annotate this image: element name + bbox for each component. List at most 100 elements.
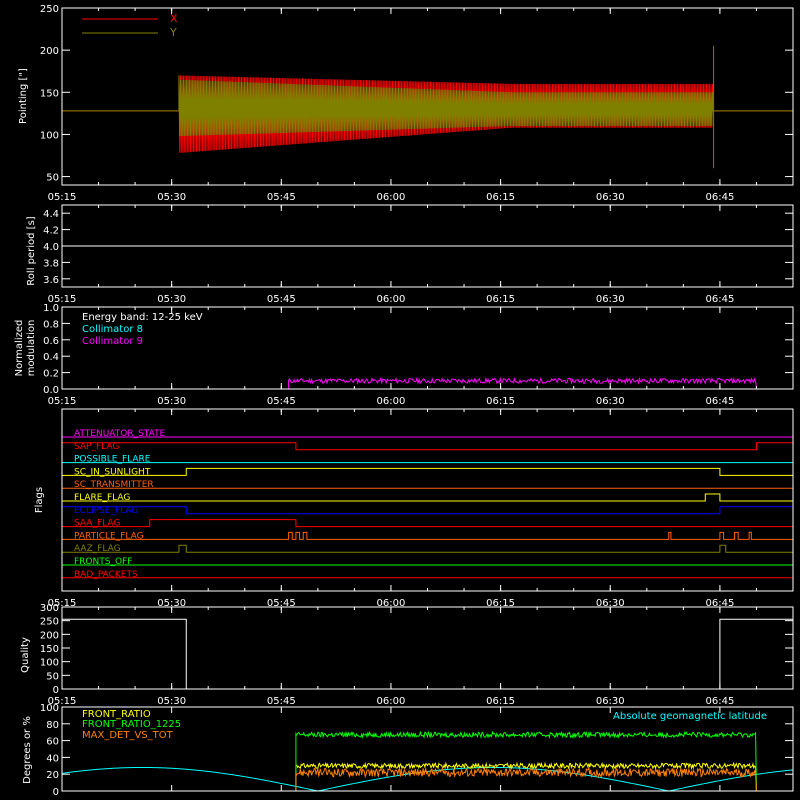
collimator9-legend: Collimator 9 xyxy=(82,336,143,347)
y-tick-label: 150 xyxy=(40,88,59,99)
x-tick-label: 05:30 xyxy=(157,192,186,203)
geomag-lat-legend: Absolute geomagnetic latitude xyxy=(613,711,767,722)
modulation-ylabel-line2: modulation xyxy=(26,320,37,377)
y-tick-label: 0 xyxy=(53,685,59,696)
flags-x-ticks: 05:15 05:30 05:45 06:00 06:15 06:30 06:45 xyxy=(48,409,794,609)
roll-panel: 3.6 3.8 4.0 4.2 4.4 05:15 05:30 05:45 06:00 06:1… xyxy=(26,204,794,305)
x-tick-label: 06:15 xyxy=(486,192,515,203)
ratios-axes-frame xyxy=(61,706,794,792)
collimator9-series xyxy=(62,376,793,390)
x-tick-label: 05:45 xyxy=(267,396,296,407)
flag-label: SC_TRANSMITTER xyxy=(74,480,154,490)
legend-x-label: X xyxy=(170,12,178,25)
y-tick-label: 200 xyxy=(40,630,59,641)
modulation-panel: 0.00.20.40.60.81.0 05:15 05:30 05:45 06:00 0… xyxy=(14,303,794,407)
roll-ylabel: Roll period [s] xyxy=(26,216,37,285)
roll-y-ticks: 3.6 3.8 4.0 4.2 4.4 xyxy=(43,209,793,286)
y-tick-label: 200 xyxy=(40,46,59,57)
x-tick-label: 06:00 xyxy=(377,696,406,707)
flags-panel: ATTENUATOR_STATE SAP_FLAG POSSIBLE_FLARE SC… xyxy=(34,408,794,609)
x-tick-label: 05:30 xyxy=(157,598,186,609)
front-ratio-1225-series xyxy=(62,730,793,792)
x-tick-label: 05:45 xyxy=(267,294,296,305)
y-tick-label: 1.0 xyxy=(43,303,59,314)
y-tick-label: 40 xyxy=(46,753,59,764)
y-tick-label: 60 xyxy=(46,737,59,748)
max-det-series xyxy=(62,766,793,792)
x-tick-label: 06:30 xyxy=(596,294,625,305)
y-tick-label: 0.6 xyxy=(43,336,59,347)
flag-trace xyxy=(62,493,793,502)
x-tick-label: 05:30 xyxy=(157,396,186,407)
roll-x-ticks: 05:15 05:30 05:45 06:00 06:15 06:30 06:45 xyxy=(48,205,794,305)
front-ratio-1225-legend: FRONT_RATIO_1225 xyxy=(82,719,181,730)
pointing-legend: X Y xyxy=(82,12,178,39)
y-tick-label: 0 xyxy=(53,787,59,798)
y-tick-label: 250 xyxy=(40,4,59,15)
y-tick-label: 0.0 xyxy=(43,385,59,396)
modulation-plot-area xyxy=(62,376,793,390)
flags-ylabel: Flags xyxy=(34,487,45,513)
flag-label: POSSIBLE_FLARE xyxy=(74,455,151,465)
flag-label: AAZ_FLAG xyxy=(74,544,121,554)
x-tick-label: 06:30 xyxy=(596,396,625,407)
pointing-x-ticks: 05:15 05:30 05:45 06:00 06:15 06:30 06:45 xyxy=(48,8,794,203)
x-tick-label: 05:30 xyxy=(157,696,186,707)
x-tick-label: 06:00 xyxy=(377,396,406,407)
flag-trace xyxy=(61,442,794,451)
x-tick-label: 05:45 xyxy=(267,696,296,707)
ratios-panel: 0 20 40 60 80 100 Degrees or % FRONT_RATIO FR… xyxy=(22,703,794,798)
flag-label: BAD_PACKETS xyxy=(74,570,138,580)
legend-y-label: Y xyxy=(169,26,177,39)
energy-band-label: Energy band: 12-25 keV xyxy=(82,312,203,323)
flag-label: PARTICLE_FLAG xyxy=(74,531,144,541)
x-tick-label: 06:30 xyxy=(596,192,625,203)
y-tick-label: 300 xyxy=(40,603,59,614)
x-tick-label: 06:30 xyxy=(596,696,625,707)
y-tick-label: 20 xyxy=(46,770,59,781)
x-tick-label: 06:45 xyxy=(705,598,734,609)
x-tick-label: 06:15 xyxy=(486,294,515,305)
y-tick-label: 50 xyxy=(46,671,59,682)
y-tick-label: 100 xyxy=(40,703,59,714)
flag-trace xyxy=(61,506,794,515)
y-tick-label: 4.0 xyxy=(43,242,59,253)
y-tick-label: 50 xyxy=(46,173,59,184)
ratios-y-ticks: 0 20 40 60 80 100 xyxy=(40,703,793,798)
quality-x-ticks: 05:15 05:30 05:45 06:00 06:15 06:30 06:45 xyxy=(48,607,794,707)
y-tick-label: 0.8 xyxy=(43,319,59,330)
flag-trace xyxy=(62,467,793,476)
x-tick-label: 05:15 xyxy=(48,294,77,305)
pointing-y-series xyxy=(62,79,793,137)
x-tick-label: 06:45 xyxy=(705,696,734,707)
pointing-y-ticks: 50 100 150 200 250 xyxy=(40,4,793,184)
y-tick-label: 80 xyxy=(46,720,59,731)
y-tick-label: 100 xyxy=(40,130,59,141)
pointing-ylabel: Pointing ["] xyxy=(18,68,29,124)
x-tick-label: 06:45 xyxy=(705,396,734,407)
x-tick-label: 05:15 xyxy=(48,396,77,407)
x-tick-label: 06:00 xyxy=(377,598,406,609)
y-tick-label: 250 xyxy=(40,617,59,628)
pointing-panel: 50 100 150 200 250 05:15 05:30 05:45 06:00 06:15… xyxy=(18,4,794,203)
modulation-ylabel-line1: Normalized xyxy=(14,320,25,377)
flag-trace xyxy=(62,531,793,540)
flag-label: SC_IN_SUNLIGHT xyxy=(74,467,151,477)
flag-label: SAP_FLAG xyxy=(74,442,119,452)
x-tick-label: 06:15 xyxy=(486,598,515,609)
flag-label: ATTENUATOR_STATE xyxy=(74,429,166,439)
x-tick-label: 06:15 xyxy=(486,696,515,707)
x-tick-label: 06:15 xyxy=(486,396,515,407)
quality-y-ticks: 0 50 100 150 200 250 300 xyxy=(40,603,793,696)
y-tick-label: 4.4 xyxy=(43,209,59,220)
modulation-x-ticks: 05:15 05:30 05:45 06:00 06:15 06:30 06:45 xyxy=(48,307,794,407)
y-tick-label: 3.8 xyxy=(43,258,59,269)
y-tick-label: 0.2 xyxy=(43,369,59,380)
max-det-legend: MAX_DET_VS_TOT xyxy=(82,730,174,741)
x-tick-label: 06:00 xyxy=(377,294,406,305)
flag-trace xyxy=(62,544,793,553)
y-tick-label: 0.4 xyxy=(43,352,59,363)
y-tick-label: 150 xyxy=(40,644,59,655)
